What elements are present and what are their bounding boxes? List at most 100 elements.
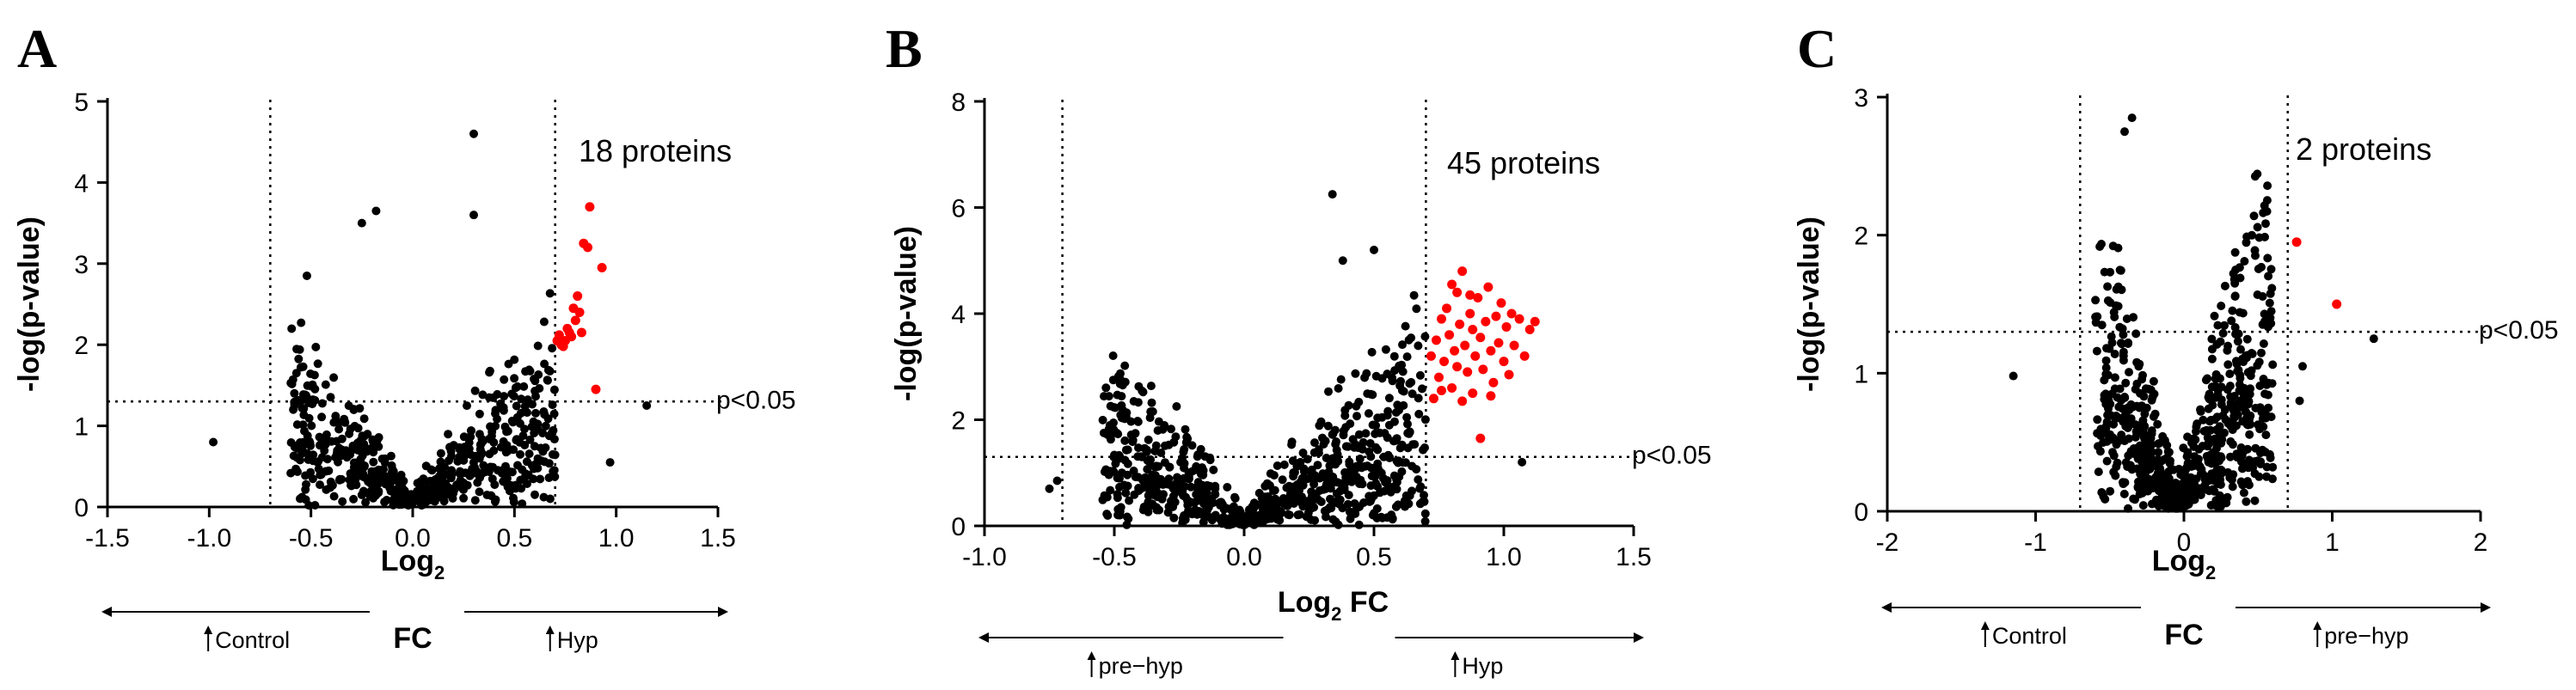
significant-data-point xyxy=(1493,338,1504,348)
data-point xyxy=(2253,223,2262,232)
data-point xyxy=(1383,450,1393,460)
data-point xyxy=(1326,484,1335,493)
significant-data-point xyxy=(1437,386,1447,396)
data-point xyxy=(2234,329,2243,339)
data-point xyxy=(2264,272,2273,281)
data-point xyxy=(316,470,326,479)
data-point xyxy=(549,385,559,394)
data-point xyxy=(456,467,464,476)
data-point xyxy=(1404,499,1414,509)
data-point xyxy=(2207,334,2217,344)
data-point xyxy=(1133,417,1143,426)
data-point xyxy=(1108,376,1118,385)
data-point xyxy=(500,375,509,384)
significant-data-point xyxy=(1428,394,1438,404)
data-point xyxy=(512,401,521,411)
significant-data-point xyxy=(1444,330,1455,340)
data-point xyxy=(1414,475,1423,485)
data-point xyxy=(457,483,467,492)
significant-count-annotation: 18 proteins xyxy=(579,133,732,168)
data-point xyxy=(2243,477,2253,486)
data-point xyxy=(1134,486,1144,496)
data-point xyxy=(405,492,414,501)
data-point xyxy=(1292,461,1302,471)
data-point xyxy=(301,485,310,494)
data-point xyxy=(2236,374,2245,383)
data-point xyxy=(2102,456,2112,466)
data-point xyxy=(1407,377,1416,387)
data-point xyxy=(1154,417,1163,426)
x-axis-label-subscript: 2 xyxy=(434,562,445,583)
data-point xyxy=(299,404,309,413)
data-point xyxy=(1403,419,1412,429)
data-point xyxy=(1199,466,1208,475)
data-point xyxy=(520,401,530,411)
data-point xyxy=(2163,479,2173,488)
data-point xyxy=(2112,284,2121,294)
data-point xyxy=(496,399,506,408)
data-point xyxy=(2229,275,2239,284)
data-point xyxy=(548,344,557,353)
data-point xyxy=(2232,359,2242,369)
data-point xyxy=(1296,478,1305,487)
data-point xyxy=(531,392,540,401)
x-axis-label: Log2 FC xyxy=(1278,586,1389,625)
data-point xyxy=(2158,431,2168,441)
data-point xyxy=(1263,495,1273,504)
data-point xyxy=(2101,395,2111,405)
data-point xyxy=(502,441,512,450)
data-point xyxy=(470,496,480,505)
x-tick-label: 1.0 xyxy=(598,524,635,553)
data-point xyxy=(2193,419,2202,429)
data-point xyxy=(478,437,488,446)
data-point xyxy=(1102,492,1112,502)
data-point xyxy=(1344,491,1353,500)
data-point xyxy=(1200,452,1210,461)
data-point xyxy=(2194,444,2204,454)
y-axis-label: -log(p-value) xyxy=(1793,217,1825,392)
right-direction-label: Hyp xyxy=(557,627,598,653)
data-point xyxy=(2009,371,2018,381)
data-point xyxy=(2258,292,2267,301)
data-point xyxy=(1169,513,1179,522)
data-point xyxy=(2247,366,2256,376)
data-point xyxy=(2189,475,2199,485)
data-point xyxy=(304,413,314,423)
data-point xyxy=(2124,504,2132,513)
data-point xyxy=(2121,458,2131,467)
data-point xyxy=(2264,378,2273,388)
data-point xyxy=(1113,473,1122,483)
data-point xyxy=(2212,412,2222,422)
data-point xyxy=(2111,471,2120,480)
data-point xyxy=(1109,452,1119,461)
data-point xyxy=(541,421,550,430)
data-point xyxy=(1419,445,1427,455)
data-point xyxy=(387,461,396,470)
data-point xyxy=(2263,253,2272,263)
data-point xyxy=(529,474,538,484)
data-point xyxy=(2226,452,2235,461)
data-point xyxy=(2155,486,2164,496)
data-point xyxy=(361,498,371,507)
data-point xyxy=(296,494,304,504)
significant-data-point xyxy=(1524,325,1535,335)
data-point xyxy=(329,492,339,501)
data-point xyxy=(350,421,359,430)
data-point xyxy=(1307,465,1316,474)
data-point xyxy=(2216,480,2225,489)
data-point xyxy=(2250,496,2260,505)
data-point xyxy=(642,401,652,410)
data-point xyxy=(356,455,365,464)
data-point xyxy=(455,444,464,454)
data-point xyxy=(359,414,369,424)
data-point xyxy=(1148,499,1157,509)
data-point xyxy=(1309,479,1319,489)
data-point xyxy=(1352,401,1361,411)
significant-data-point xyxy=(1499,357,1509,367)
data-point xyxy=(2263,181,2272,191)
data-point xyxy=(1150,488,1159,498)
data-point xyxy=(524,365,534,375)
data-point xyxy=(2298,362,2307,371)
data-point xyxy=(331,412,340,421)
